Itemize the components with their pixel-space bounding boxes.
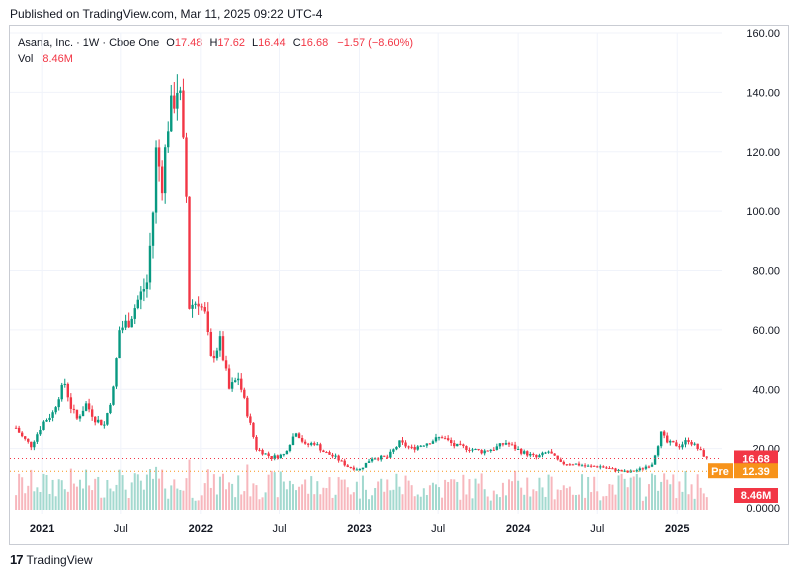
volume-label: Vol: [18, 53, 34, 65]
high-value: 17.62: [217, 37, 245, 49]
chart-legend: Asana, Inc. · 1W · Cboe One O17.48 H17.6…: [18, 35, 413, 67]
volume-row: Vol 8.46M: [18, 51, 413, 67]
open-value: 17.48: [174, 37, 203, 49]
published-note: Published on TradingView.com, Mar 11, 20…: [10, 7, 323, 21]
low-label: L: [252, 37, 259, 49]
change-value: −1.57 (−8.60%): [337, 37, 414, 49]
high-label: H: [209, 37, 218, 49]
open-label: O: [166, 37, 175, 49]
tradingview-logo-icon: 17: [10, 552, 24, 567]
tradingview-brand[interactable]: 17 TradingView: [10, 552, 93, 567]
volume-value: 8.46M: [42, 53, 73, 65]
low-value: 16.44: [258, 37, 286, 49]
ohlc-row: Asana, Inc. · 1W · Cboe One O17.48 H17.6…: [18, 35, 413, 51]
chart-frame: [9, 25, 789, 545]
symbol-label[interactable]: Asana, Inc. · 1W · Cboe One: [18, 37, 160, 49]
close-value: 16.68: [300, 37, 329, 49]
close-label: C: [292, 37, 301, 49]
brand-label: TradingView: [26, 552, 93, 567]
